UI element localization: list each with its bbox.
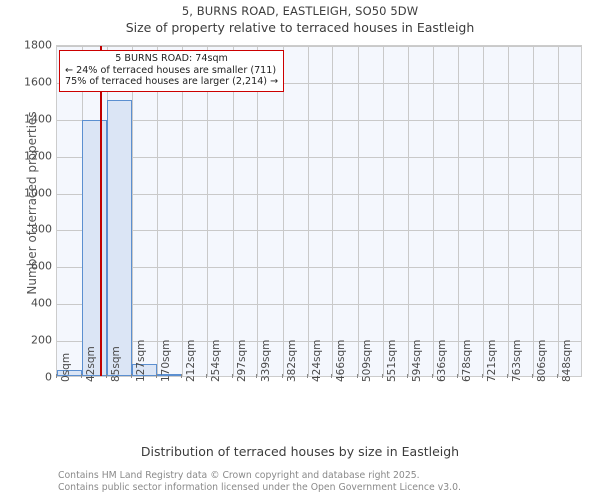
gridline-horizontal: [57, 82, 581, 84]
histogram-bar: [81, 119, 108, 376]
gridline-horizontal: [57, 304, 581, 306]
x-axis-tick-mark: [456, 374, 458, 378]
x-axis-tick-mark: [231, 374, 233, 378]
x-axis-tick-label: 85sqm: [110, 346, 123, 382]
x-axis-tick-mark: [482, 374, 484, 378]
histogram-bar: [107, 100, 133, 376]
x-axis-tick-mark: [532, 374, 534, 378]
gridline-horizontal: [57, 341, 581, 343]
y-axis-tick-label: 800: [31, 222, 52, 236]
x-axis-tick-mark: [306, 374, 308, 378]
x-axis-tick-label: 721sqm: [486, 339, 499, 382]
y-axis-tick-label: 200: [31, 333, 52, 347]
histogram-bar: [132, 364, 158, 376]
y-axis-tick-label: 600: [31, 259, 52, 273]
gridline-vertical: [408, 46, 410, 376]
x-axis-tick-mark: [407, 374, 409, 378]
gridline-vertical: [207, 46, 209, 376]
footer-attribution: Contains HM Land Registry data © Crown c…: [58, 470, 461, 495]
gridline-vertical: [382, 46, 384, 376]
x-axis-tick-label: 806sqm: [536, 339, 549, 382]
y-axis-label: Number of terraced properties: [25, 111, 39, 295]
x-axis-ticks: 0sqm 42sqm 85sqm 127sqm 170sqm 212sqm 254sqm 29…: [56, 340, 582, 440]
x-axis-label: Distribution of terraced houses by size …: [140, 444, 460, 459]
x-axis-tick-label: 212sqm: [185, 339, 198, 382]
gridline-horizontal: [57, 193, 581, 195]
gridline-horizontal: [57, 156, 581, 158]
x-axis-tick-label: 848sqm: [561, 339, 574, 382]
x-axis-tick-mark: [381, 374, 383, 378]
gridline-vertical: [507, 46, 509, 376]
gridline-vertical: [533, 46, 535, 376]
histogram-bar: [57, 370, 82, 376]
x-axis-tick-label: 254sqm: [210, 339, 223, 382]
y-axis-tick-label: 400: [31, 296, 52, 310]
footer-line-1: Contains HM Land Registry data © Crown c…: [58, 470, 420, 481]
x-axis-tick-mark: [331, 374, 333, 378]
x-axis-tick-label: 382sqm: [285, 339, 298, 382]
gridline-vertical: [483, 46, 485, 376]
annotation-line-3: 75% of terraced houses are larger (2,214…: [65, 76, 279, 88]
x-axis-tick-label: 424sqm: [310, 339, 323, 382]
plot-area: 5 BURNS ROAD: 74sqm ← 24% of terraced ho…: [56, 45, 582, 377]
x-axis-tick-mark: [557, 374, 559, 378]
gridline-vertical: [282, 46, 284, 376]
x-axis-tick-mark: [156, 374, 158, 378]
gridline-vertical: [232, 46, 234, 376]
x-axis-tick-label: 594sqm: [411, 339, 424, 382]
gridline-vertical: [257, 46, 259, 376]
x-axis-tick-mark: [56, 374, 57, 378]
x-axis-tick-mark: [106, 374, 108, 378]
x-axis-tick-mark: [256, 374, 258, 378]
x-axis-tick-mark: [431, 374, 433, 378]
x-axis-tick-label: 170sqm: [160, 339, 173, 382]
annotation-line-1: 5 BURNS ROAD: 74sqm: [115, 53, 228, 64]
footer-line-2: Contains public sector information licen…: [58, 482, 461, 494]
annotation-line-2: ← 24% of terraced houses are smaller (71…: [65, 64, 277, 76]
gridline-vertical: [357, 46, 359, 376]
gridline-horizontal: [57, 267, 581, 269]
y-axis-tick-label: 1200: [24, 149, 52, 163]
x-axis-tick-mark: [206, 374, 208, 378]
gridline-vertical: [457, 46, 459, 376]
gridline-vertical: [432, 46, 434, 376]
x-axis-tick-label: 636sqm: [435, 339, 448, 382]
y-axis-tick-label: 1800: [24, 38, 52, 52]
gridline-horizontal: [57, 230, 581, 232]
gridline-vertical: [182, 46, 184, 376]
x-axis-tick-label: 551sqm: [385, 339, 398, 382]
page-title: 5, BURNS ROAD, EASTLEIGH, SO50 5DW: [181, 4, 419, 18]
x-axis-tick-mark: [356, 374, 358, 378]
x-axis-tick-label: 297sqm: [235, 339, 248, 382]
x-axis-tick-label: 0sqm: [60, 352, 72, 382]
y-axis-ticks: 0 200 400 600 800 1000 1200 1400 1600 1800: [0, 39, 52, 384]
gridline-vertical: [307, 46, 309, 376]
x-axis-tick-mark: [506, 374, 508, 378]
y-axis-tick-label: 0: [45, 370, 52, 384]
x-axis-tick-label: 763sqm: [510, 339, 523, 382]
x-axis-tick-mark: [181, 374, 183, 378]
gridline-horizontal: [57, 119, 581, 121]
gridline-vertical: [558, 46, 560, 376]
chart-subtitle: Size of property relative to terraced ho…: [125, 20, 475, 35]
x-axis-tick-label: 42sqm: [84, 346, 97, 382]
y-axis-tick-label: 1000: [24, 186, 52, 200]
x-axis-tick-mark: [80, 374, 82, 378]
x-axis-tick-mark: [131, 374, 133, 378]
x-axis-tick-label: 127sqm: [135, 339, 148, 382]
x-axis-tick-mark: [281, 374, 283, 378]
subject-property-annotation: 5 BURNS ROAD: 74sqm ← 24% of terraced ho…: [59, 50, 285, 93]
gridline-vertical: [157, 46, 159, 376]
y-axis-tick-label: 1600: [24, 75, 52, 89]
gridline-horizontal: [57, 46, 581, 47]
x-axis-tick-label: 339sqm: [260, 339, 273, 382]
x-axis-tick-label: 678sqm: [460, 339, 473, 382]
x-axis-tick-label: 509sqm: [360, 339, 373, 382]
x-axis-tick-label: 466sqm: [335, 339, 348, 382]
subject-property-marker-line: [99, 46, 102, 376]
gridline-vertical: [332, 46, 334, 376]
gridline-vertical: [132, 46, 134, 376]
y-axis-tick-label: 1400: [24, 112, 52, 126]
